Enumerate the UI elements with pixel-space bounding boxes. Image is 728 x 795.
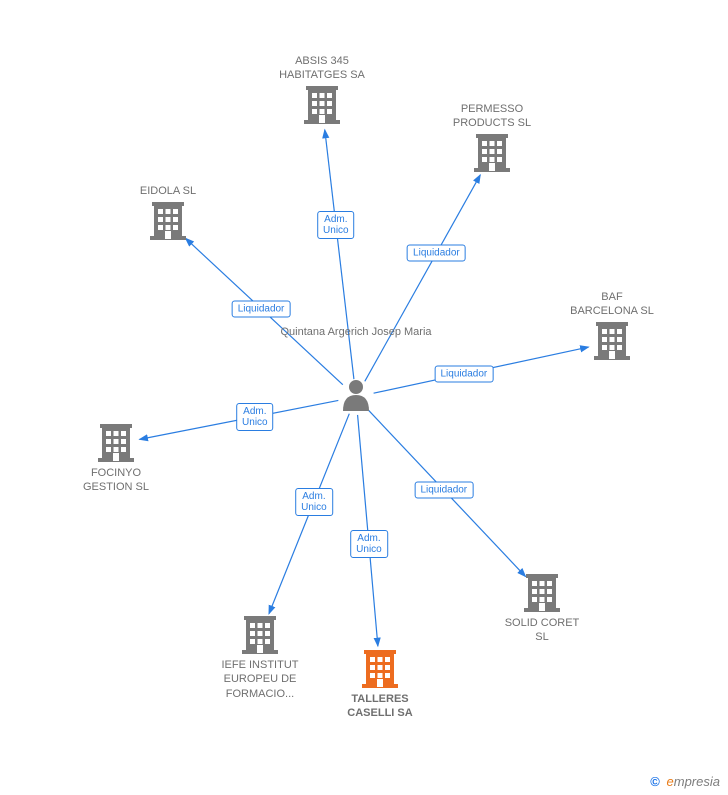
company-node-solid-label: SOLID CORET SL [505,616,580,645]
company-node-absis-icon [304,86,340,124]
company-node-talleres-label: TALLERES CASELLI SA [347,692,412,721]
edge-label-permesso: Liquidador [407,245,466,262]
company-node-permesso-label: PERMESSO PRODUCTS SL [453,102,531,131]
edge-label-focinyo: Adm. Unico [236,403,274,431]
company-node-iefe-icon [242,616,278,654]
company-node-eidola-icon [150,202,186,240]
company-node-focinyo-icon [98,424,134,462]
edge-label-talleres: Adm. Unico [350,530,388,558]
edge-label-absis: Adm. Unico [317,211,355,239]
center-person-icon [343,380,369,411]
edge-label-baf: Liquidador [435,365,494,382]
footer-attribution: © empresia [650,774,720,789]
company-node-permesso-icon [474,134,510,172]
company-node-focinyo-label: FOCINYO GESTION SL [83,466,149,495]
copyright-symbol: © [650,774,660,789]
company-node-absis-label: ABSIS 345 HABITATGES SA [279,54,365,83]
company-node-baf-label: BAF BARCELONA SL [570,290,654,319]
company-node-iefe-label: IEFE INSTITUT EUROPEU DE FORMACIO... [222,658,299,701]
edge-label-eidola: Liquidador [232,300,291,317]
center-person-label: Quintana Argerich Josep Maria [280,325,431,339]
company-node-eidola-label: EIDOLA SL [140,184,196,198]
edge-permesso [365,175,480,381]
company-node-solid-icon [524,574,560,612]
company-node-talleres-icon [362,650,398,688]
brand-e: e [667,774,674,789]
brand-rest: mpresia [674,774,720,789]
edge-label-iefe: Adm. Unico [295,488,333,516]
edge-label-solid: Liquidador [414,481,473,498]
company-node-baf-icon [594,322,630,360]
network-canvas [0,0,728,795]
edge-absis [325,130,354,379]
